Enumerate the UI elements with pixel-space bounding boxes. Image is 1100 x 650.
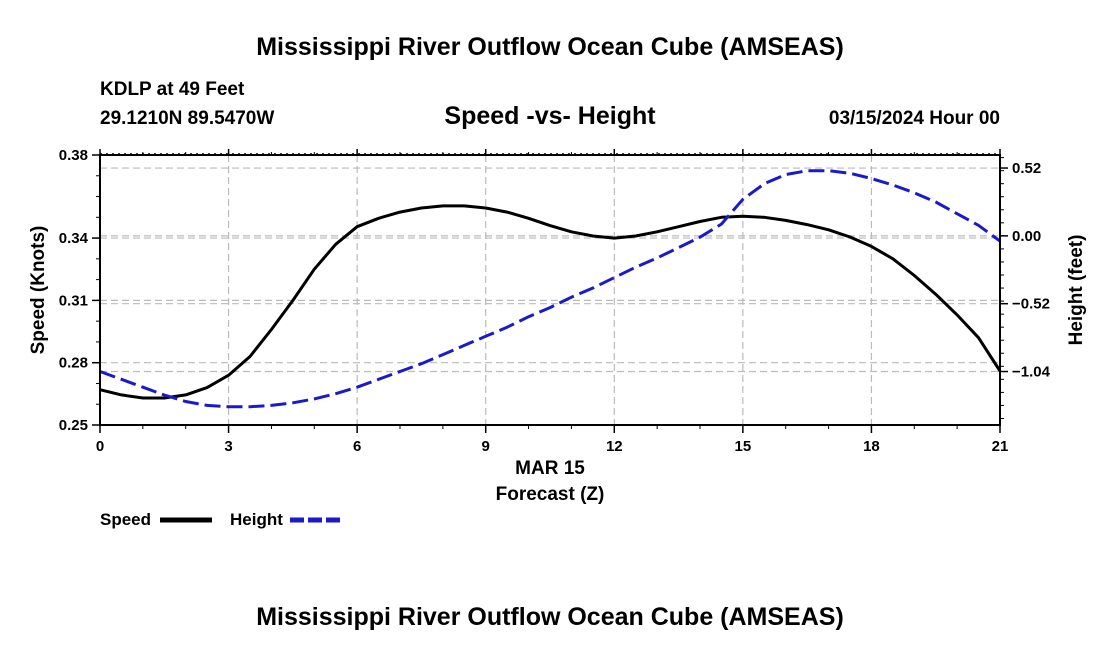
date-hour-label: 03/15/2024 Hour 00 <box>829 108 1000 129</box>
plot-frame <box>99 154 1001 426</box>
series-layer <box>99 169 1002 409</box>
legend: Speed Height <box>100 510 342 529</box>
y-tick-label: 0.38 <box>59 147 88 164</box>
tick-labels: 0 3 6 9 12 15 18 21 0.25 0.28 0.31 0.34 0.38 −1.04 −0.… <box>59 147 1051 455</box>
y-tick-label: 0.34 <box>59 230 89 247</box>
station-label: KDLP at 49 Feet <box>100 79 245 100</box>
y2-tick-label: −1.04 <box>1012 364 1051 381</box>
series-line-speed <box>99 204 1002 400</box>
legend-label-height: Height <box>230 510 283 529</box>
y-tick-label: 0.31 <box>59 292 88 309</box>
x-axis-label: Forecast (Z) <box>496 484 605 505</box>
x-tick-label: 9 <box>482 438 490 455</box>
series-line-height <box>99 169 1001 409</box>
chart-subtitle: Speed -vs- Height <box>444 102 656 130</box>
x-tick-label: 0 <box>96 438 104 455</box>
x-axis-sublabel: MAR 15 <box>515 458 585 479</box>
y2-tick-label: 0.00 <box>1012 228 1041 245</box>
x-tick-label: 6 <box>353 438 361 455</box>
x-tick-label: 3 <box>224 438 232 455</box>
y2-tick-label: 0.52 <box>1012 160 1041 177</box>
x-tick-label: 12 <box>606 438 623 455</box>
footer-title: Mississippi River Outflow Ocean Cube (AM… <box>256 603 844 631</box>
axis-ticks <box>92 149 1008 433</box>
y-tick-label: 0.28 <box>59 355 88 372</box>
y-axis-label: Speed (Knots) <box>28 226 49 355</box>
coordinates-label: 29.1210N 89.5470W <box>100 108 274 129</box>
chart-main-title: Mississippi River Outflow Ocean Cube (AM… <box>256 33 844 61</box>
y2-axis-label: Height (feet) <box>1066 235 1087 346</box>
x-tick-label: 21 <box>992 438 1009 455</box>
y2-tick-label: −0.52 <box>1012 296 1050 313</box>
x-tick-label: 18 <box>863 438 880 455</box>
legend-label-speed: Speed <box>100 510 151 529</box>
y-tick-label: 0.25 <box>59 417 88 434</box>
x-tick-label: 15 <box>735 438 752 455</box>
grid-lines <box>100 155 1000 425</box>
